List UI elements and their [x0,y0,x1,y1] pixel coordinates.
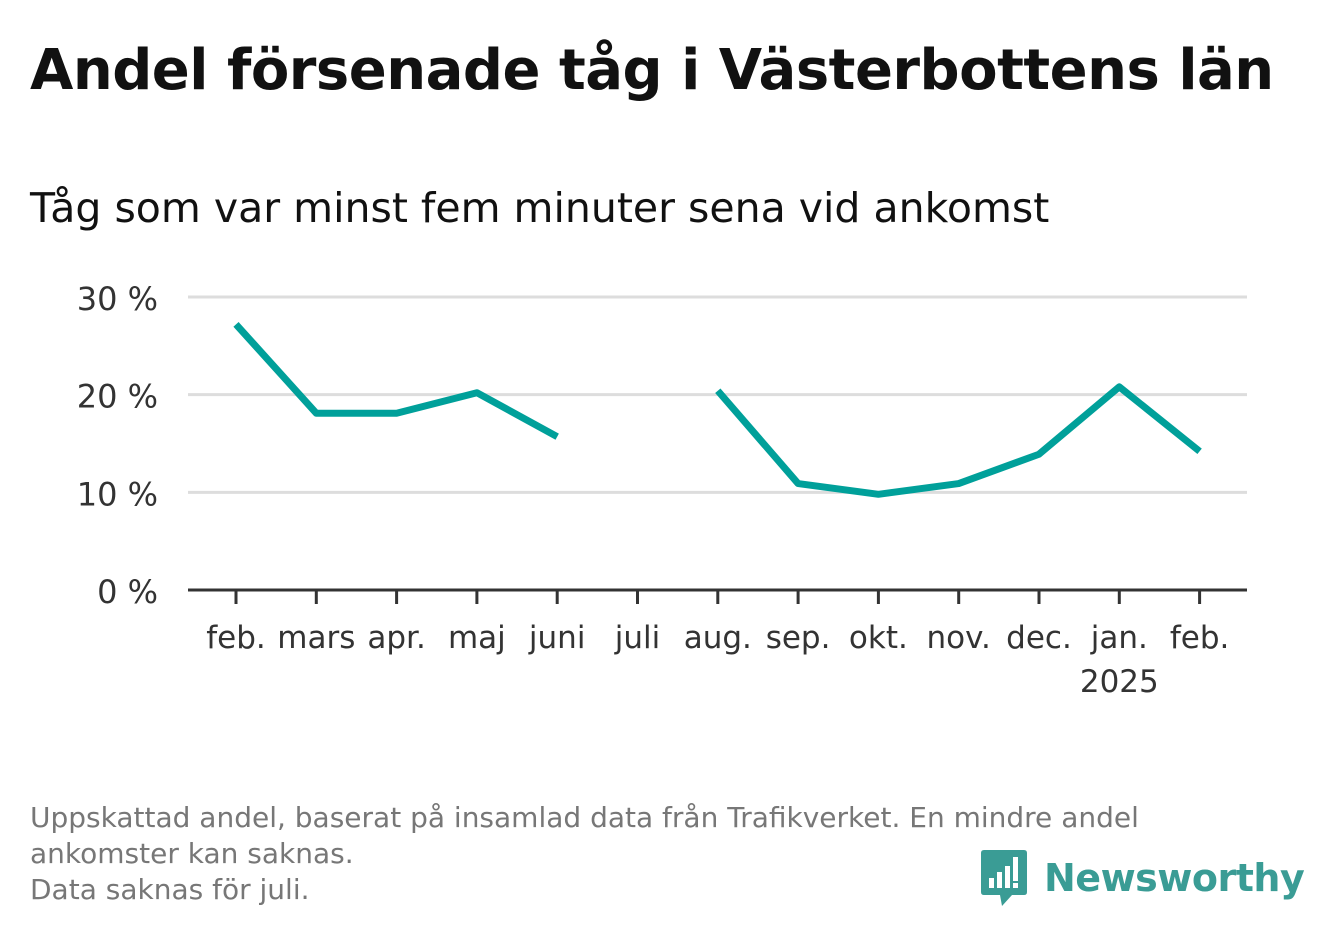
x-tick-label: apr. [367,620,425,656]
series-line-segment [233,322,559,440]
chart-subtitle: Tåg som var minst fem minuter sena vid a… [30,184,1050,232]
x-tick-label: aug. [684,620,752,656]
y-axis-labels: 0 % 10 % 20 % 30 % [77,280,158,611]
y-tick-label: 30 % [77,280,158,318]
x-tick-label: mars [277,620,355,656]
newsworthy-chart-bubble-icon [981,850,1027,906]
footnote-line: Data saknas för juli. [30,873,310,906]
x-tick-label: maj [448,620,506,656]
x-tick-label: dec. [1006,620,1072,656]
series-line-segment [715,383,1202,498]
brand-name: Newsworthy [1044,856,1305,900]
chart-title: Andel försenade tåg i Västerbottens län [30,38,1274,103]
x-year-label: 2025 [1080,664,1159,700]
x-tick-label: okt. [849,620,908,656]
footnote-line: ankomster kan saknas. [30,837,354,870]
series-lines [233,322,1202,498]
x-tick-label: jan. [1090,620,1148,656]
footnote: Uppskattad andel, baserat på insamlad da… [30,800,1280,908]
x-axis-labels: feb. mars apr. maj juni juli aug. sep. okt. nov. d… [206,620,1229,700]
newsworthy-logo: Newsworthy [980,848,1305,908]
x-axis [188,588,1247,604]
x-tick-label: sep. [766,620,831,656]
y-tick-label: 20 % [77,378,158,416]
x-tick-label: feb. [206,620,266,656]
y-tick-label: 0 % [97,573,158,611]
x-tick-label: feb. [1170,620,1230,656]
x-tick-label: juni [528,620,586,656]
y-tick-label: 10 % [77,475,158,513]
footnote-line: Uppskattad andel, baserat på insamlad da… [30,801,1139,834]
x-tick-label: nov. [926,620,990,656]
x-tick-label: juli [614,620,661,656]
